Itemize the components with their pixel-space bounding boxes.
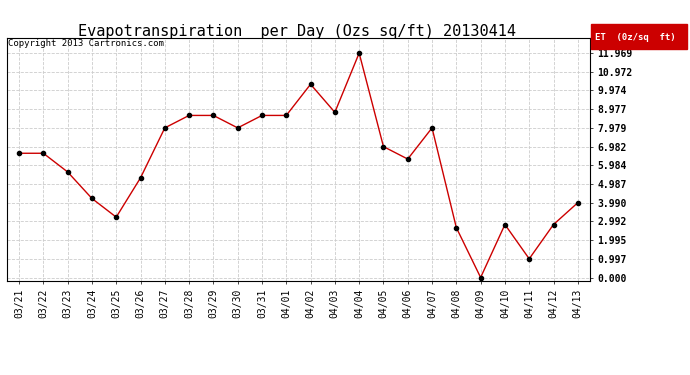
Text: Copyright 2013 Cartronics.com: Copyright 2013 Cartronics.com: [8, 39, 164, 48]
Text: Evapotranspiration  per Day (Ozs sq/ft) 20130414: Evapotranspiration per Day (Ozs sq/ft) 2…: [78, 24, 515, 39]
Text: ET  (0z/sq  ft): ET (0z/sq ft): [595, 33, 676, 42]
